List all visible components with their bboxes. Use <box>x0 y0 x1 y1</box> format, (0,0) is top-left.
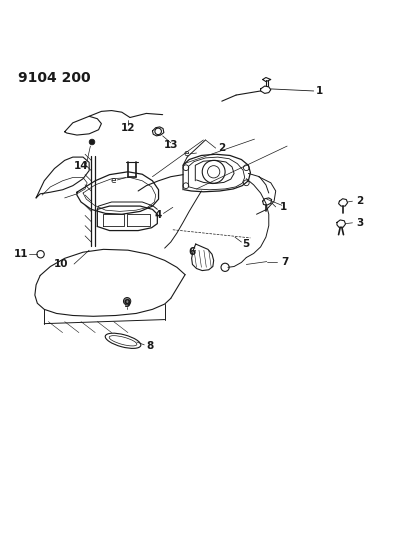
Text: 2: 2 <box>356 196 363 206</box>
Text: e: e <box>111 176 116 185</box>
Circle shape <box>89 139 95 145</box>
Text: e: e <box>183 149 189 158</box>
Text: 7: 7 <box>282 256 289 266</box>
Text: 9104 200: 9104 200 <box>18 71 90 85</box>
Text: 6: 6 <box>189 247 196 257</box>
Text: 1: 1 <box>316 86 323 96</box>
Text: 9: 9 <box>124 299 131 309</box>
Text: 8: 8 <box>147 341 154 351</box>
Text: 2: 2 <box>218 143 226 153</box>
Text: 1: 1 <box>279 202 287 212</box>
Text: 12: 12 <box>121 123 135 133</box>
Text: 11: 11 <box>14 249 28 259</box>
Text: 14: 14 <box>74 161 89 171</box>
Circle shape <box>123 297 131 305</box>
Text: 4: 4 <box>154 210 162 220</box>
Text: 10: 10 <box>54 259 69 269</box>
Text: 5: 5 <box>242 239 249 248</box>
Text: 13: 13 <box>164 140 178 150</box>
Text: 3: 3 <box>356 218 363 228</box>
